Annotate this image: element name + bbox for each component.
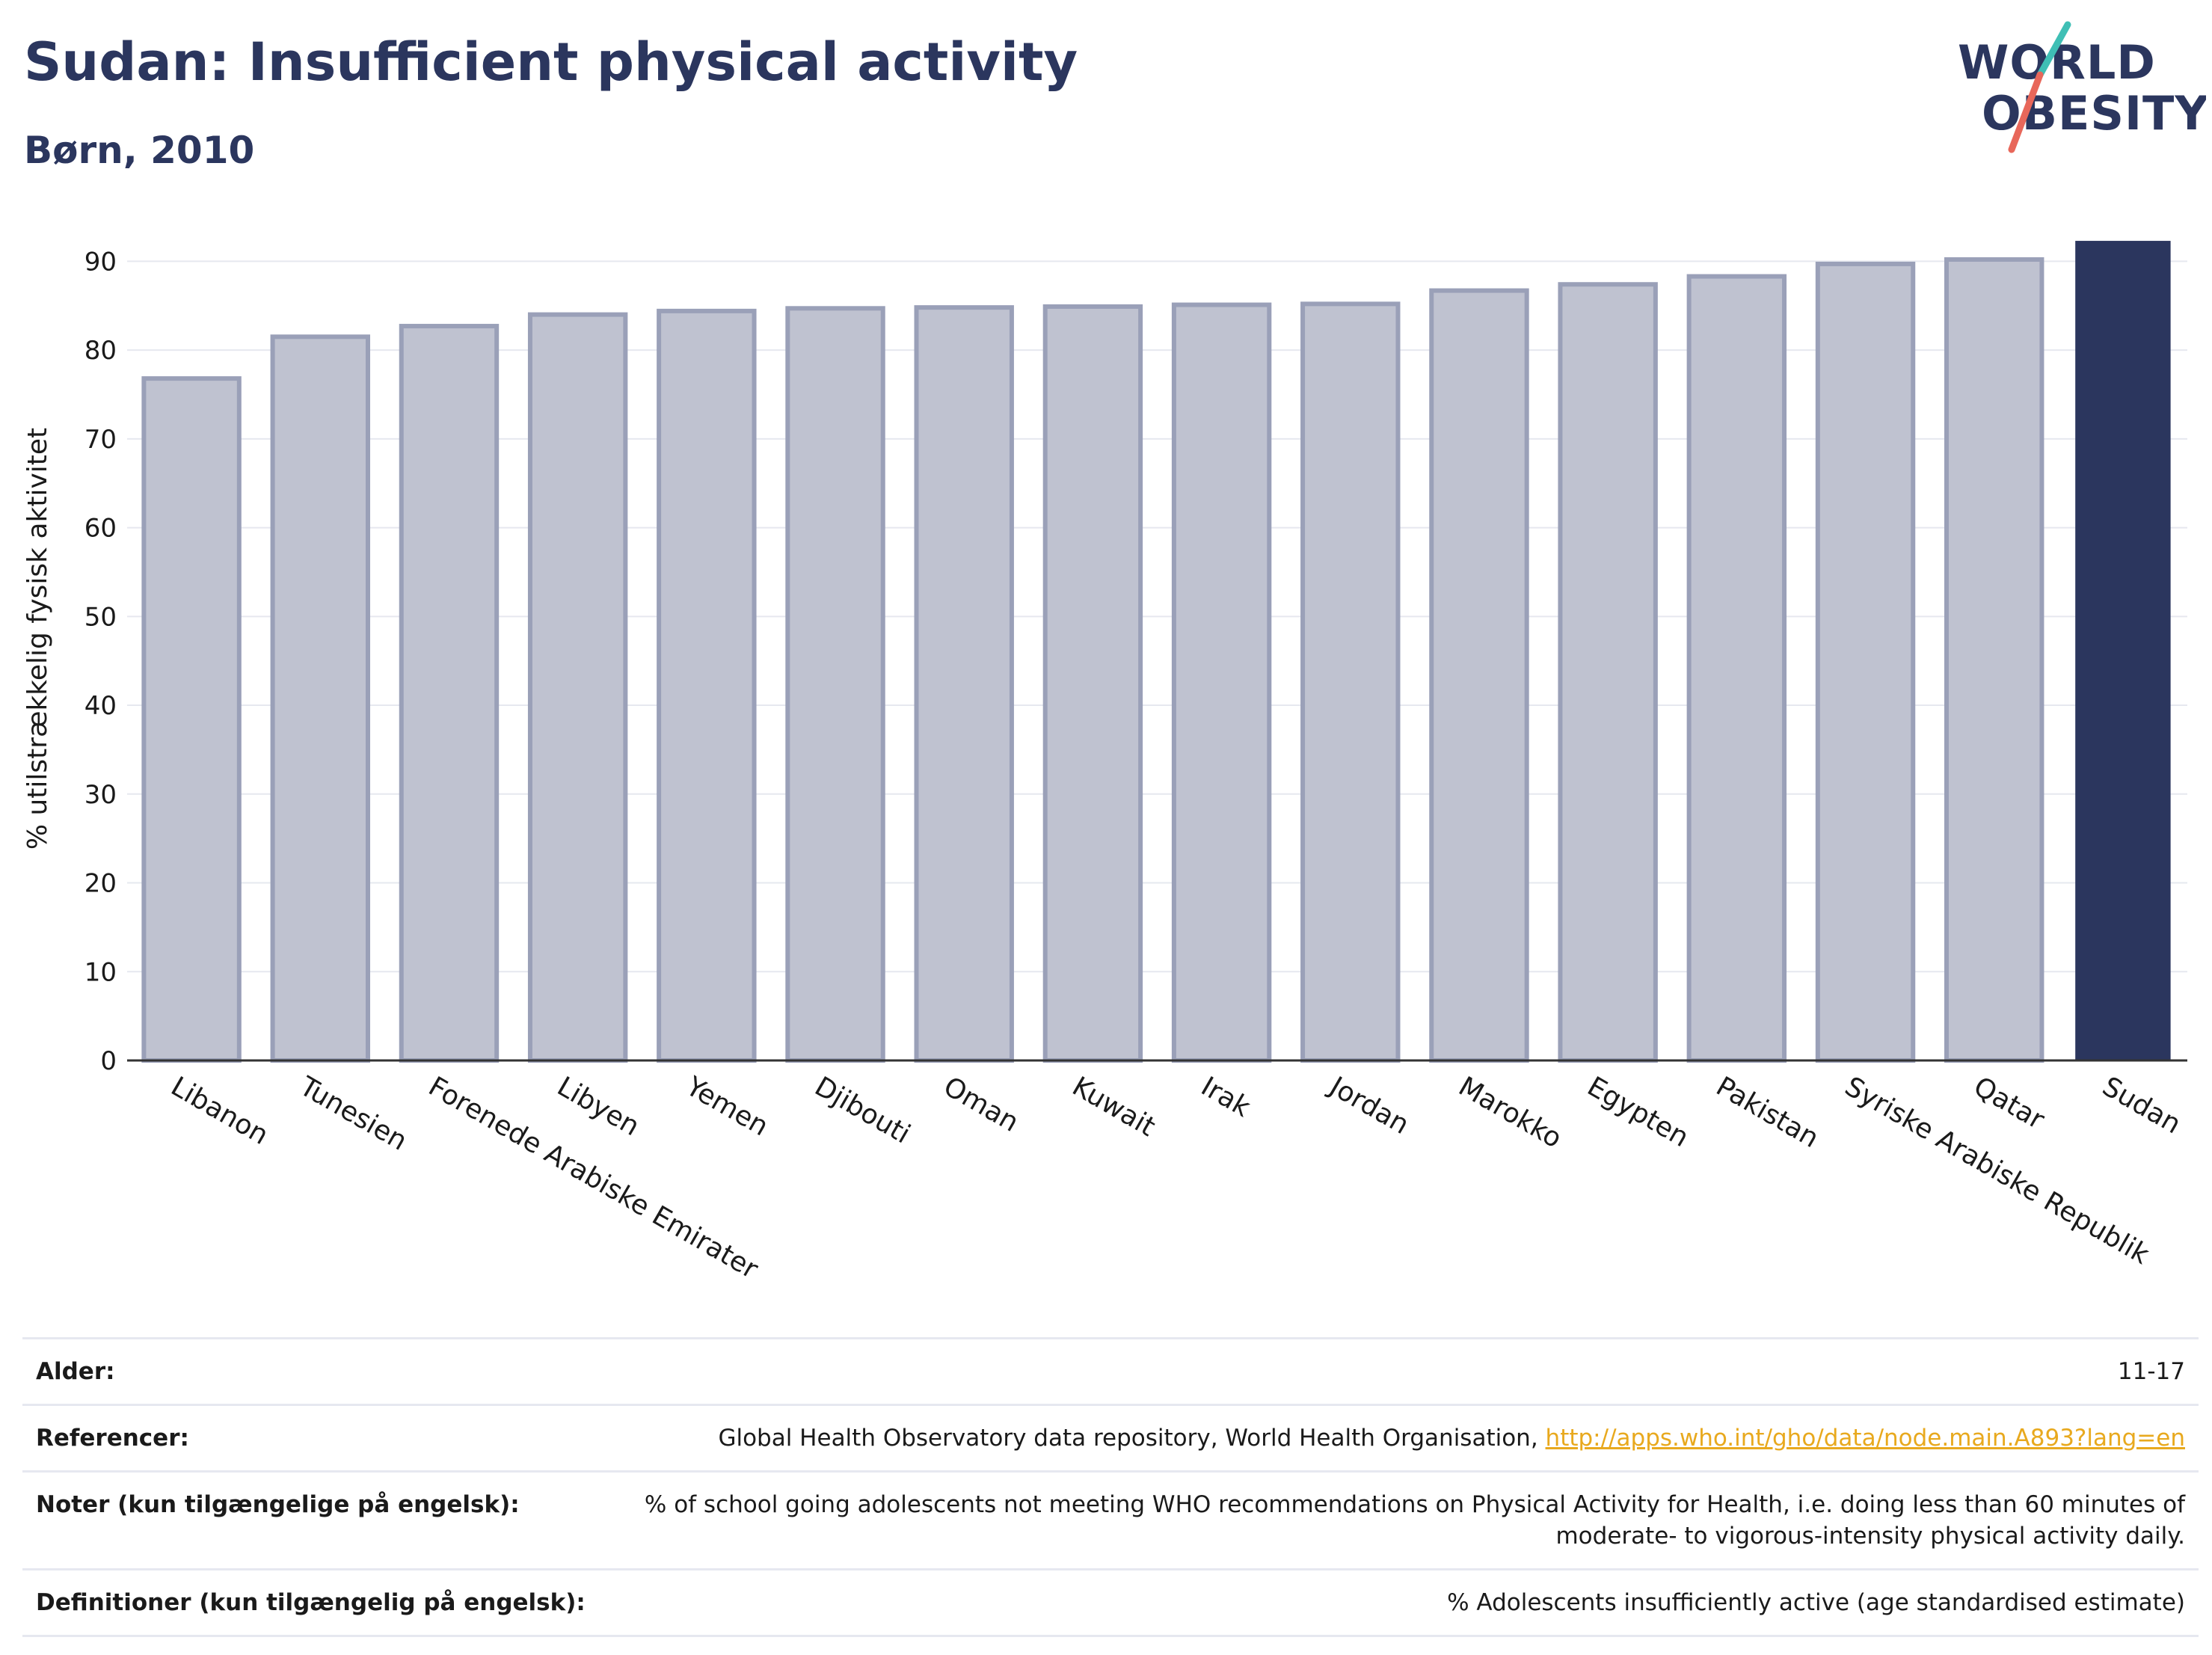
bar-pakistan — [1686, 274, 1787, 1063]
reference-text: Global Health Observatory data repositor… — [718, 1425, 1546, 1452]
logo-slash-teal — [2036, 21, 2071, 79]
y-tick-label: 50 — [85, 602, 117, 632]
bar-libyen — [527, 312, 628, 1063]
x-tick-label: Jordan — [1324, 1070, 1414, 1140]
info-row-references: Referencer: Global Health Observatory da… — [22, 1404, 2199, 1472]
y-tick-label: 70 — [85, 425, 117, 455]
bar-libanon — [141, 376, 242, 1063]
info-row-definitions: Definitioner (kun tilgængelig på engelsk… — [22, 1569, 2199, 1636]
x-tick-label: Tunesien — [294, 1071, 412, 1157]
x-tick-label: Egypten — [1582, 1071, 1694, 1153]
x-tick-label: Kuwait — [1067, 1071, 1161, 1143]
bar-tunesien — [270, 334, 370, 1063]
bar-qatar — [1944, 257, 2044, 1063]
x-tick-label: Qatar — [1968, 1071, 2049, 1135]
x-tick-label: Marokko — [1453, 1071, 1567, 1154]
x-tick-labels: Libanon Tunesien Forenede Arabiske Emirate… — [166, 1070, 2187, 1285]
y-tick-label: 0 — [100, 1046, 117, 1076]
bar-irak — [1171, 302, 1272, 1063]
info-row-notes: Noter (kun tilgængelige på engelsk): % o… — [22, 1471, 2199, 1570]
x-tick-label: Yemen — [680, 1071, 773, 1143]
x-tick-label: Djibouti — [810, 1071, 915, 1149]
info-key: Noter (kun tilgængelige på engelsk): — [36, 1491, 520, 1518]
info-key: Definitioner (kun tilgængelig på engelsk… — [36, 1589, 586, 1616]
chart-subtitle: Børn, 2010 — [24, 129, 255, 172]
x-tick-label: Oman — [938, 1071, 1024, 1138]
bar-djibouti — [785, 306, 885, 1063]
world-obesity-logo: WORLD OBESITY — [1958, 21, 2206, 153]
info-key: Alder: — [36, 1358, 115, 1385]
bars — [141, 241, 2171, 1063]
x-tick-label: Libyen — [552, 1071, 645, 1142]
info-key: Referencer: — [36, 1425, 189, 1452]
bar-jordan — [1300, 301, 1401, 1063]
y-tick-label: 30 — [85, 780, 117, 810]
bar-chart: 0 10 20 30 40 50 60 70 80 90 Libanon Tunesien Foren… — [22, 241, 2187, 1285]
logo-slash-coral — [2008, 71, 2044, 153]
info-value: % of school going adolescents not meetin… — [644, 1491, 2185, 1550]
reference-link[interactable]: http://apps.who.int/gho/data/node.main.A… — [1545, 1425, 2185, 1452]
bar-oman — [914, 305, 1014, 1063]
bar-egypten — [1558, 282, 1658, 1063]
bar-syriske-arabiske-republik — [1815, 261, 1916, 1063]
y-tick-label: 10 — [85, 957, 117, 987]
info-value: Global Health Observatory data repositor… — [599, 1405, 2199, 1472]
info-value: 11-17 — [2117, 1358, 2185, 1385]
info-table: Alder: 11-17 Referencer: Global Health O… — [22, 1337, 2199, 1637]
y-tick-label: 20 — [85, 869, 117, 899]
chart-title: Sudan: Insufficient physical activity — [24, 31, 1078, 93]
bar-yemen — [657, 308, 757, 1063]
y-tick-label: 60 — [85, 514, 117, 544]
x-tick-label: Irak — [1196, 1071, 1256, 1123]
bar-forenede-arabiske-emirater — [399, 324, 500, 1063]
bar-sudan — [2075, 241, 2171, 1060]
bar-marokko — [1429, 288, 1529, 1063]
info-value: % Adolescents insufficiently active (age… — [1447, 1589, 2185, 1616]
y-tick-label: 40 — [85, 691, 117, 721]
y-axis-label: % utilstrækkelig fysisk aktivitet — [22, 428, 53, 850]
y-tick-label: 90 — [85, 247, 117, 277]
y-tick-labels: 0 10 20 30 40 50 60 70 80 90 — [85, 247, 117, 1076]
x-tick-label: Sudan — [2097, 1071, 2186, 1140]
bar-kuwait — [1042, 304, 1143, 1063]
x-tick-label: Libanon — [166, 1071, 274, 1151]
x-tick-label: Pakistan — [1711, 1071, 1824, 1154]
y-tick-label: 80 — [85, 336, 117, 366]
info-row-age: Alder: 11-17 — [22, 1338, 2199, 1405]
